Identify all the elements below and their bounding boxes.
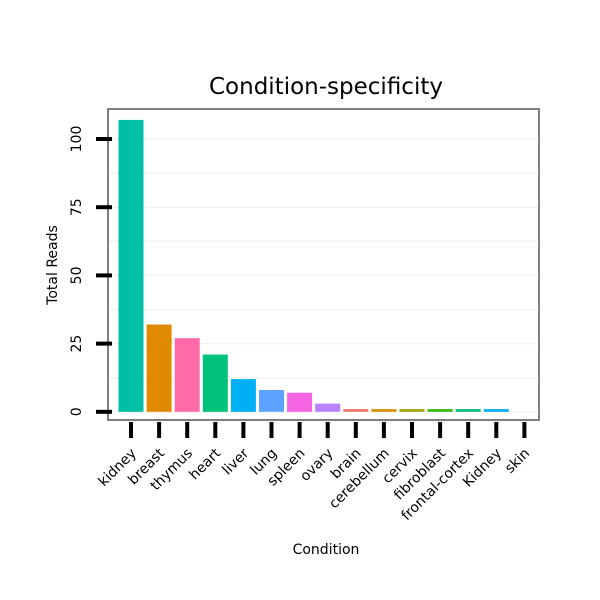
x-tick-label: liver [219,445,252,478]
x-tick-label: ovary [297,446,336,485]
x-tick-label: skin [502,446,533,477]
plot-area [107,108,540,421]
y-tick-label: 75 [69,198,85,216]
y-tick-label: 100 [69,126,85,153]
bar-kidney-0 [118,119,144,412]
x-tick-label: heart [186,445,224,483]
bar-thymus-2 [174,338,200,412]
bar-cerebellum-9 [371,409,397,412]
chart-title: Condition-specificity [209,74,443,100]
bar-spleen-6 [287,392,313,412]
x-axis: kidneybreastthymusheartliverlungspleenov… [96,422,533,524]
x-axis-title: Condition [293,542,360,558]
bar-fibroblast-11 [427,409,453,412]
bar-lung-5 [259,389,284,412]
y-axis: 0 25 50 75 100 [69,126,112,416]
y-tick-label: 25 [69,335,85,353]
bar-cervix-10 [399,409,425,412]
bars [118,119,509,412]
bar-heart-3 [202,354,228,412]
bar-kidney-13 [483,409,509,412]
bar-breast-1 [146,324,172,412]
bar-brain-8 [343,409,369,412]
bar-liver-4 [230,379,256,412]
bar-ovary-7 [315,403,341,412]
y-axis-title: Total Reads [45,225,61,306]
bar-frontal-cortex-12 [455,409,481,412]
y-tick-label: 0 [69,407,85,416]
y-tick-label: 50 [69,266,85,284]
